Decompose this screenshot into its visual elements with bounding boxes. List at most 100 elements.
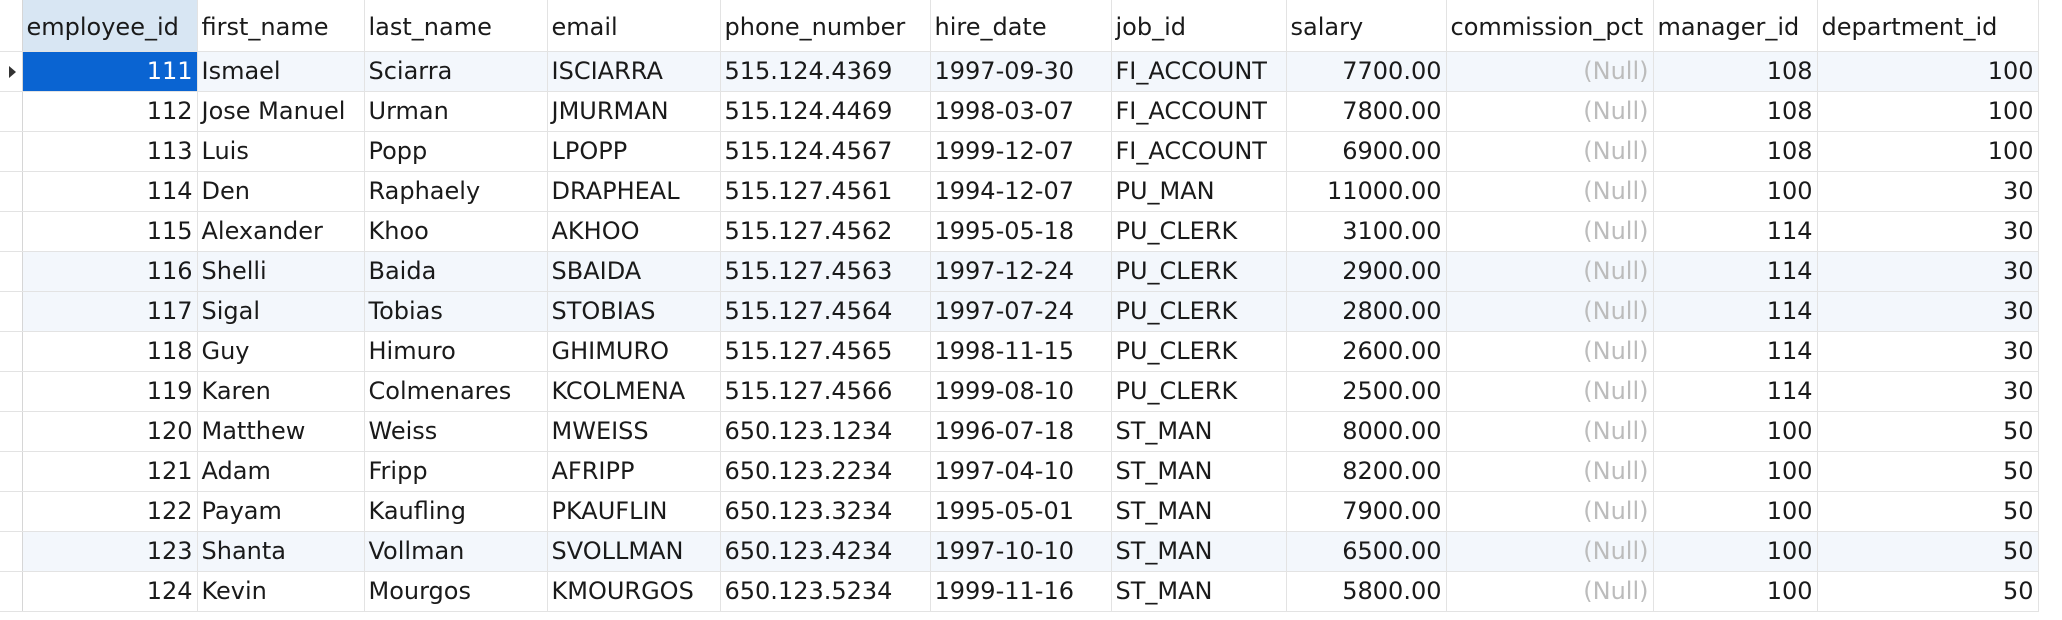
- table-row[interactable]: 121 Adam Fripp AFRIPP 650.123.2234 1997-04-10…: [0, 451, 2039, 492]
- cell-phone-number[interactable]: 515.127.4561: [720, 171, 931, 212]
- cell-manager-id[interactable]: 114: [1653, 371, 1818, 412]
- column-header-first-name[interactable]: first_name: [197, 0, 365, 52]
- cell-email[interactable]: GHIMURO: [547, 331, 721, 372]
- cell-last-name[interactable]: Baida: [364, 251, 548, 292]
- cell-employee-id[interactable]: 117: [22, 291, 198, 332]
- cell-employee-id[interactable]: 112: [22, 91, 198, 132]
- cell-first-name[interactable]: Sigal: [197, 291, 365, 332]
- row-marker[interactable]: [0, 411, 23, 452]
- cell-phone-number[interactable]: 515.124.4369: [720, 51, 931, 92]
- cell-commission-pct[interactable]: (Null): [1446, 211, 1654, 252]
- cell-commission-pct[interactable]: (Null): [1446, 451, 1654, 492]
- row-marker[interactable]: [0, 491, 23, 532]
- cell-salary[interactable]: 2500.00: [1286, 371, 1447, 412]
- cell-commission-pct[interactable]: (Null): [1446, 291, 1654, 332]
- column-header-salary[interactable]: salary: [1286, 0, 1447, 52]
- row-marker[interactable]: [0, 291, 23, 332]
- cell-employee-id[interactable]: 116: [22, 251, 198, 292]
- row-marker[interactable]: [0, 251, 23, 292]
- cell-manager-id[interactable]: 108: [1653, 131, 1818, 172]
- cell-email[interactable]: AKHOO: [547, 211, 721, 252]
- cell-commission-pct[interactable]: (Null): [1446, 91, 1654, 132]
- cell-commission-pct[interactable]: (Null): [1446, 371, 1654, 412]
- cell-hire-date[interactable]: 1997-09-30: [930, 51, 1112, 92]
- cell-job-id[interactable]: ST_MAN: [1111, 531, 1287, 572]
- column-header-phone-number[interactable]: phone_number: [720, 0, 931, 52]
- cell-email[interactable]: KCOLMENA: [547, 371, 721, 412]
- table-row[interactable]: 114 Den Raphaely DRAPHEAL 515.127.4561 1994-1…: [0, 171, 2039, 212]
- cell-hire-date[interactable]: 1999-11-16: [930, 571, 1112, 612]
- cell-first-name[interactable]: Shanta: [197, 531, 365, 572]
- cell-phone-number[interactable]: 650.123.4234: [720, 531, 931, 572]
- cell-hire-date[interactable]: 1999-12-07: [930, 131, 1112, 172]
- cell-last-name[interactable]: Mourgos: [364, 571, 548, 612]
- cell-last-name[interactable]: Urman: [364, 91, 548, 132]
- cell-salary[interactable]: 2800.00: [1286, 291, 1447, 332]
- cell-last-name[interactable]: Raphaely: [364, 171, 548, 212]
- row-marker[interactable]: [0, 91, 23, 132]
- cell-commission-pct[interactable]: (Null): [1446, 571, 1654, 612]
- cell-salary[interactable]: 2600.00: [1286, 331, 1447, 372]
- cell-employee-id[interactable]: 119: [22, 371, 198, 412]
- cell-job-id[interactable]: FI_ACCOUNT: [1111, 51, 1287, 92]
- cell-salary[interactable]: 6500.00: [1286, 531, 1447, 572]
- cell-department-id[interactable]: 30: [1817, 331, 2039, 372]
- column-header-department-id[interactable]: department_id: [1817, 0, 2039, 52]
- cell-phone-number[interactable]: 515.127.4565: [720, 331, 931, 372]
- column-header-commission-pct[interactable]: commission_pct: [1446, 0, 1654, 52]
- cell-phone-number[interactable]: 515.127.4564: [720, 291, 931, 332]
- cell-hire-date[interactable]: 1994-12-07: [930, 171, 1112, 212]
- cell-job-id[interactable]: PU_CLERK: [1111, 291, 1287, 332]
- cell-email[interactable]: ISCIARRA: [547, 51, 721, 92]
- cell-phone-number[interactable]: 650.123.5234: [720, 571, 931, 612]
- cell-job-id[interactable]: ST_MAN: [1111, 411, 1287, 452]
- cell-first-name[interactable]: Luis: [197, 131, 365, 172]
- cell-salary[interactable]: 8200.00: [1286, 451, 1447, 492]
- table-row[interactable]: 113 Luis Popp LPOPP 515.124.4567 1999-12-07 FI…: [0, 131, 2039, 172]
- table-row[interactable]: 115 Alexander Khoo AKHOO 515.127.4562 1995-05…: [0, 211, 2039, 252]
- cell-last-name[interactable]: Himuro: [364, 331, 548, 372]
- cell-first-name[interactable]: Alexander: [197, 211, 365, 252]
- cell-employee-id[interactable]: 115: [22, 211, 198, 252]
- cell-manager-id[interactable]: 114: [1653, 331, 1818, 372]
- cell-salary[interactable]: 6900.00: [1286, 131, 1447, 172]
- cell-commission-pct[interactable]: (Null): [1446, 411, 1654, 452]
- cell-manager-id[interactable]: 100: [1653, 171, 1818, 212]
- cell-employee-id[interactable]: 121: [22, 451, 198, 492]
- cell-phone-number[interactable]: 515.127.4562: [720, 211, 931, 252]
- cell-manager-id[interactable]: 100: [1653, 451, 1818, 492]
- cell-salary[interactable]: 3100.00: [1286, 211, 1447, 252]
- cell-last-name[interactable]: Khoo: [364, 211, 548, 252]
- cell-salary[interactable]: 7900.00: [1286, 491, 1447, 532]
- cell-job-id[interactable]: PU_CLERK: [1111, 371, 1287, 412]
- cell-first-name[interactable]: Jose Manuel: [197, 91, 365, 132]
- cell-department-id[interactable]: 30: [1817, 251, 2039, 292]
- column-header-hire-date[interactable]: hire_date: [930, 0, 1112, 52]
- cell-last-name[interactable]: Tobias: [364, 291, 548, 332]
- cell-first-name[interactable]: Kevin: [197, 571, 365, 612]
- table-row[interactable]: 120 Matthew Weiss MWEISS 650.123.1234 1996-07…: [0, 411, 2039, 452]
- table-row[interactable]: 116 Shelli Baida SBAIDA 515.127.4563 1997-12-…: [0, 251, 2039, 292]
- row-marker[interactable]: [0, 451, 23, 492]
- cell-employee-id[interactable]: 123: [22, 531, 198, 572]
- cell-phone-number[interactable]: 650.123.1234: [720, 411, 931, 452]
- cell-manager-id[interactable]: 100: [1653, 411, 1818, 452]
- table-row[interactable]: 122 Payam Kaufling PKAUFLIN 650.123.3234 1995…: [0, 491, 2039, 532]
- cell-commission-pct[interactable]: (Null): [1446, 51, 1654, 92]
- cell-email[interactable]: STOBIAS: [547, 291, 721, 332]
- cell-phone-number[interactable]: 515.127.4563: [720, 251, 931, 292]
- cell-hire-date[interactable]: 1997-04-10: [930, 451, 1112, 492]
- cell-department-id[interactable]: 50: [1817, 571, 2039, 612]
- table-row[interactable]: 123 Shanta Vollman SVOLLMAN 650.123.4234 1997…: [0, 531, 2039, 572]
- cell-salary[interactable]: 7800.00: [1286, 91, 1447, 132]
- cell-hire-date[interactable]: 1997-12-24: [930, 251, 1112, 292]
- cell-manager-id[interactable]: 100: [1653, 491, 1818, 532]
- cell-department-id[interactable]: 30: [1817, 171, 2039, 212]
- cell-department-id[interactable]: 30: [1817, 371, 2039, 412]
- cell-manager-id[interactable]: 108: [1653, 91, 1818, 132]
- cell-department-id[interactable]: 50: [1817, 491, 2039, 532]
- cell-manager-id[interactable]: 108: [1653, 51, 1818, 92]
- cell-department-id[interactable]: 50: [1817, 531, 2039, 572]
- row-marker[interactable]: [0, 211, 23, 252]
- cell-phone-number[interactable]: 515.124.4469: [720, 91, 931, 132]
